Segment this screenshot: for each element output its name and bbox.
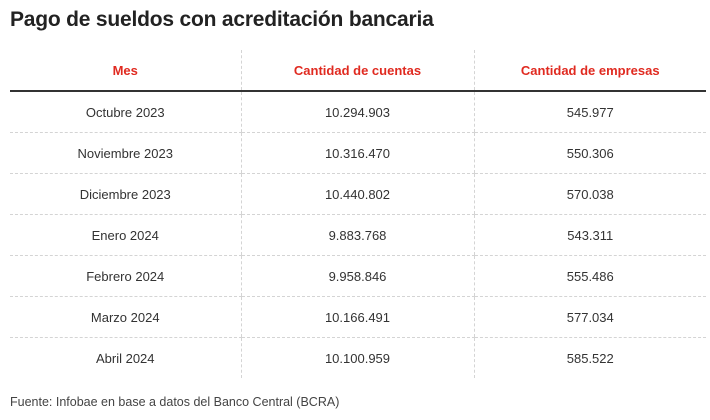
- cell-mes: Noviembre 2023: [10, 132, 241, 174]
- table-body: Octubre 2023 10.294.903 545.977 Noviembr…: [10, 91, 706, 378]
- cell-mes: Abril 2024: [95, 350, 155, 366]
- table-row: Diciembre 2023 10.440.802 570.038: [10, 173, 706, 215]
- cell-mes: Marzo 2024: [10, 296, 241, 338]
- table-row: Enero 2024 9.883.768 543.311: [10, 214, 706, 256]
- cell-mes: Enero 2024: [10, 214, 241, 256]
- cell-cantidad-de-cuentas: 10.294.903: [240, 91, 474, 133]
- cell-mes: Octubre 2023: [10, 91, 241, 133]
- cell-cantidad-de-cuentas: 9.883.768: [240, 214, 474, 256]
- cell-cantidad-de-cuentas: 9.958.846: [240, 255, 474, 297]
- cell-cantidad-de-empresas: 543.311: [473, 214, 706, 256]
- table-row: Noviembre 2023 10.316.470 550.306: [10, 132, 706, 174]
- column-header-mes: Mes: [10, 50, 241, 92]
- cell-cantidad-de-empresas: 555.486: [473, 255, 706, 297]
- cell-mes: Diciembre 2023: [10, 173, 241, 215]
- cell-cantidad-de-empresas: 585.522: [473, 337, 706, 378]
- table-title: Pago de sueldos con acreditación bancari…: [10, 8, 434, 31]
- cell-cantidad-de-cuentas: 10.440.802: [240, 173, 474, 215]
- cell-mes: Febrero 2024: [10, 255, 241, 297]
- table-header: Mes Cantidad de cuentas Cantidad de empr…: [10, 50, 706, 92]
- source-note: Fuente: Infobae en base a datos del Banc…: [10, 395, 340, 409]
- table-row: Octubre 2023 10.294.903 545.977: [10, 91, 706, 133]
- cell-cantidad-de-empresas: 570.038: [473, 173, 706, 215]
- cell-cantidad-de-empresas: 550.306: [473, 132, 706, 174]
- cell-cantidad-de-cuentas: 10.316.470: [240, 132, 474, 174]
- table-row: Febrero 2024 9.958.846 555.486: [10, 255, 706, 297]
- header-row: Mes Cantidad de cuentas Cantidad de empr…: [10, 50, 706, 92]
- cell-cantidad-de-cuentas: 10.166.491: [240, 296, 474, 338]
- table-row: Abril 2024 10.100.959 585.522: [10, 337, 706, 378]
- column-header-cantidad-de-empresas: Cantidad de empresas: [473, 50, 706, 92]
- cell-cantidad-de-cuentas: 10.100.959: [240, 337, 474, 378]
- column-header-cantidad-de-cuentas: Cantidad de cuentas: [240, 50, 474, 92]
- table-row: Marzo 2024 10.166.491 577.034: [10, 296, 706, 338]
- cell-cantidad-de-empresas: 545.977: [473, 91, 706, 133]
- cell-cantidad-de-empresas: 577.034: [473, 296, 706, 338]
- data-table: Mes Cantidad de cuentas Cantidad de empr…: [10, 50, 706, 378]
